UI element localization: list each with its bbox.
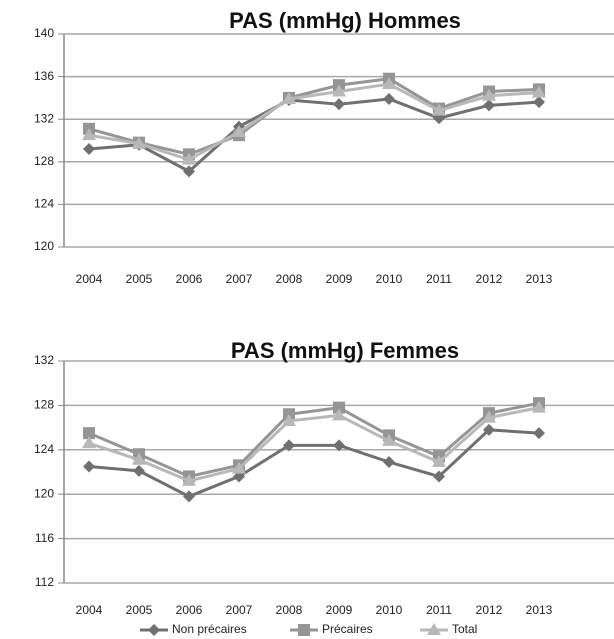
marker (532, 400, 546, 413)
x-tick-label: 2008 (276, 603, 303, 617)
marker (333, 401, 345, 414)
legend-marker (427, 623, 441, 635)
x-tick-label: 2007 (226, 272, 253, 286)
marker (533, 427, 545, 440)
marker (433, 470, 445, 483)
marker (133, 464, 145, 477)
x-tick-label: 2005 (126, 272, 153, 286)
chart-title: PAS (mmHg) Hommes (229, 8, 461, 33)
marker (432, 455, 446, 468)
marker (382, 77, 396, 90)
y-tick-label: 120 (34, 239, 54, 253)
marker (382, 433, 396, 446)
legend-marker (298, 624, 310, 636)
y-tick-label: 140 (34, 26, 54, 40)
legend-label: Total (452, 622, 477, 636)
marker (483, 423, 495, 436)
chart-title: PAS (mmHg) Femmes (231, 338, 459, 363)
series-line (88, 77, 540, 156)
marker (332, 408, 346, 421)
marker (182, 152, 196, 165)
marker (232, 124, 246, 137)
y-tick-label: 120 (34, 486, 54, 500)
marker (183, 490, 195, 503)
series-line (88, 428, 540, 499)
marker (232, 461, 246, 474)
marker (83, 427, 95, 440)
y-tick-label: 136 (34, 69, 54, 83)
x-tick-label: 2010 (376, 272, 403, 286)
marker (483, 99, 495, 112)
series-line (88, 406, 540, 483)
x-tick-label: 2013 (526, 272, 553, 286)
legend-marker (148, 624, 160, 636)
x-tick-label: 2006 (176, 603, 203, 617)
marker (383, 456, 395, 469)
marker (383, 92, 395, 105)
y-tick-label: 112 (35, 575, 54, 589)
y-tick-label: 124 (34, 197, 54, 211)
marker (283, 439, 295, 452)
series-line (88, 401, 540, 479)
marker (332, 84, 346, 97)
x-tick-label: 2009 (326, 272, 353, 286)
x-tick-label: 2013 (526, 603, 553, 617)
marker (482, 410, 496, 423)
x-tick-label: 2011 (426, 603, 452, 617)
marker (282, 413, 296, 426)
marker (282, 91, 296, 104)
x-tick-label: 2005 (126, 603, 153, 617)
y-tick-label: 132 (34, 353, 54, 367)
series-line (88, 97, 540, 174)
y-tick-label: 132 (34, 111, 54, 125)
marker (132, 452, 146, 465)
y-tick-label: 116 (35, 531, 54, 545)
x-tick-label: 2012 (476, 272, 503, 286)
x-tick-label: 2008 (276, 272, 303, 286)
marker (182, 473, 196, 486)
marker (333, 439, 345, 452)
marker (83, 460, 95, 473)
x-tick-label: 2009 (326, 603, 353, 617)
x-tick-label: 2010 (376, 603, 403, 617)
legend-label: Non précaires (172, 622, 247, 636)
marker (432, 103, 446, 116)
marker (482, 88, 496, 101)
marker (333, 98, 345, 111)
y-tick-label: 128 (34, 398, 54, 412)
marker (132, 136, 146, 149)
x-tick-label: 2011 (426, 272, 452, 286)
y-tick-label: 128 (34, 154, 54, 168)
y-tick-label: 124 (34, 442, 54, 456)
marker (183, 165, 195, 178)
marker (82, 128, 96, 141)
x-tick-label: 2004 (76, 603, 103, 617)
marker (82, 436, 96, 449)
legend-label: Précaires (322, 622, 373, 636)
x-tick-label: 2006 (176, 272, 203, 286)
marker (83, 143, 95, 156)
series-line (88, 82, 540, 162)
x-tick-label: 2012 (476, 603, 503, 617)
x-tick-label: 2007 (226, 603, 253, 617)
x-tick-label: 2004 (76, 272, 103, 286)
marker (533, 96, 545, 109)
marker (532, 85, 546, 98)
